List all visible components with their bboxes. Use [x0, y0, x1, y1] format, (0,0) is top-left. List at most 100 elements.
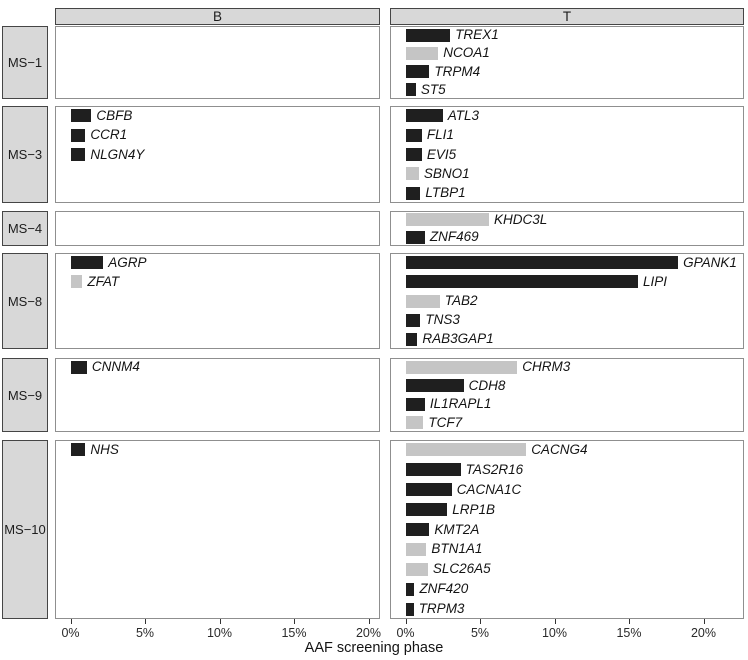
facet-row-strip: MS−10: [2, 440, 48, 619]
bar: [405, 463, 461, 477]
x-axis-tick: [294, 619, 295, 624]
gene-label: TNS3: [425, 312, 460, 328]
gene-label: AGRP: [108, 254, 147, 270]
gene-label: CDH8: [468, 377, 506, 393]
x-axis-tick-label: 20%: [355, 626, 382, 640]
gene-label: LTBP1: [425, 185, 466, 201]
gene-label: NLGN4Y: [90, 146, 145, 162]
gene-label: EVI5: [426, 146, 457, 162]
x-axis-tick: [703, 619, 705, 624]
facet-row-strip: MS−8: [2, 253, 48, 349]
facet-row-strip-label: MS−3: [7, 147, 43, 162]
gene-label: TRPM4: [434, 63, 481, 79]
x-axis-tick-label: 20%: [690, 626, 717, 640]
bar: [70, 443, 86, 457]
x-axis-tick-label: 5%: [470, 626, 490, 640]
x-axis-tick-label: 5%: [135, 626, 155, 640]
bar: [405, 542, 427, 556]
gene-label: ST5: [420, 81, 446, 97]
gene-label: CACNA1C: [456, 481, 522, 497]
facet-panel: [55, 440, 380, 619]
x-axis-title: AAF screening phase: [304, 640, 444, 656]
facet-row-strip: MS−1: [2, 26, 48, 99]
x-axis-tick: [219, 619, 221, 624]
bar: [405, 602, 414, 616]
x-axis-tick: [368, 619, 370, 624]
gene-label: FLI1: [426, 127, 454, 143]
bar: [405, 128, 422, 142]
bar: [405, 294, 440, 308]
facet-row-strip-label: MS−10: [4, 522, 46, 537]
gene-label: LIPI: [642, 273, 667, 289]
bar: [405, 230, 425, 244]
gene-label: ZNF420: [419, 581, 469, 597]
bar: [70, 256, 104, 270]
x-axis-tick-label: 15%: [281, 626, 307, 640]
facet-panel: [55, 253, 380, 349]
gene-label: CNNM4: [91, 359, 140, 375]
x-axis-tick-label: 10%: [206, 626, 233, 640]
x-axis-tick: [629, 619, 630, 624]
bar: [405, 582, 415, 596]
facet-row-strip-label: MS−1: [7, 55, 43, 70]
x-axis-tick: [70, 619, 72, 624]
bar: [70, 148, 86, 161]
facet-column-header-b-label: B: [212, 9, 222, 24]
facet-column-header-t: T: [390, 8, 744, 25]
gene-label: TAB2: [444, 293, 478, 308]
gene-label: TAS2R16: [465, 461, 524, 477]
facet-panel: [55, 358, 380, 432]
bar: [405, 167, 419, 181]
bar: [70, 128, 86, 142]
facet-column-header-t-label: T: [562, 9, 572, 24]
bar: [405, 416, 424, 430]
bar: [405, 28, 451, 42]
facet-panel: [55, 26, 380, 99]
gene-label: KMT2A: [434, 521, 480, 537]
bar: [405, 83, 416, 97]
bar: [405, 256, 679, 270]
x-axis-tick: [145, 619, 146, 624]
bar: [405, 503, 448, 517]
gene-label: KHDC3L: [493, 211, 548, 227]
bar: [70, 109, 92, 123]
bar: [405, 397, 425, 411]
bar: [405, 443, 527, 457]
gene-label: ZFAT: [87, 273, 120, 289]
x-axis-tick-label: 0%: [61, 626, 80, 640]
gene-label: NCOA1: [443, 45, 490, 61]
facet-row-strip-label: MS−4: [7, 221, 43, 236]
facet-panel: [55, 211, 380, 246]
gene-label: IL1RAPL1: [429, 396, 492, 412]
facet-panel: [390, 106, 744, 203]
bar: [405, 109, 443, 123]
bar: [405, 332, 418, 346]
gene-label: SLC26A5: [432, 561, 491, 577]
gene-label: CACNG4: [531, 441, 588, 457]
gene-label: TCF7: [428, 414, 463, 430]
bar: [405, 483, 452, 497]
bar: [405, 523, 430, 536]
gene-label: SBNO1: [423, 165, 470, 181]
gene-label: NHS: [90, 441, 119, 457]
gene-label: BTN1A1: [431, 541, 483, 557]
bar: [405, 379, 464, 393]
gene-label: ZNF469: [429, 229, 479, 245]
gene-label: CHRM3: [522, 359, 571, 375]
bar: [405, 186, 421, 200]
gene-label: RAB3GAP1: [422, 331, 494, 347]
bar: [405, 213, 489, 227]
gene-label: CCR1: [90, 127, 128, 143]
facet-column-header-b: B: [55, 8, 380, 25]
bar: [70, 360, 87, 374]
bar: [405, 148, 422, 161]
bar: [405, 562, 428, 576]
bar: [405, 65, 430, 79]
gene-label: CBFB: [96, 107, 133, 123]
gene-label: ATL3: [447, 107, 480, 123]
facet-row-strip: MS−3: [2, 106, 48, 203]
x-axis-tick-label: 15%: [616, 626, 642, 640]
bar: [405, 275, 638, 289]
facet-row-strip: MS−9: [2, 358, 48, 432]
